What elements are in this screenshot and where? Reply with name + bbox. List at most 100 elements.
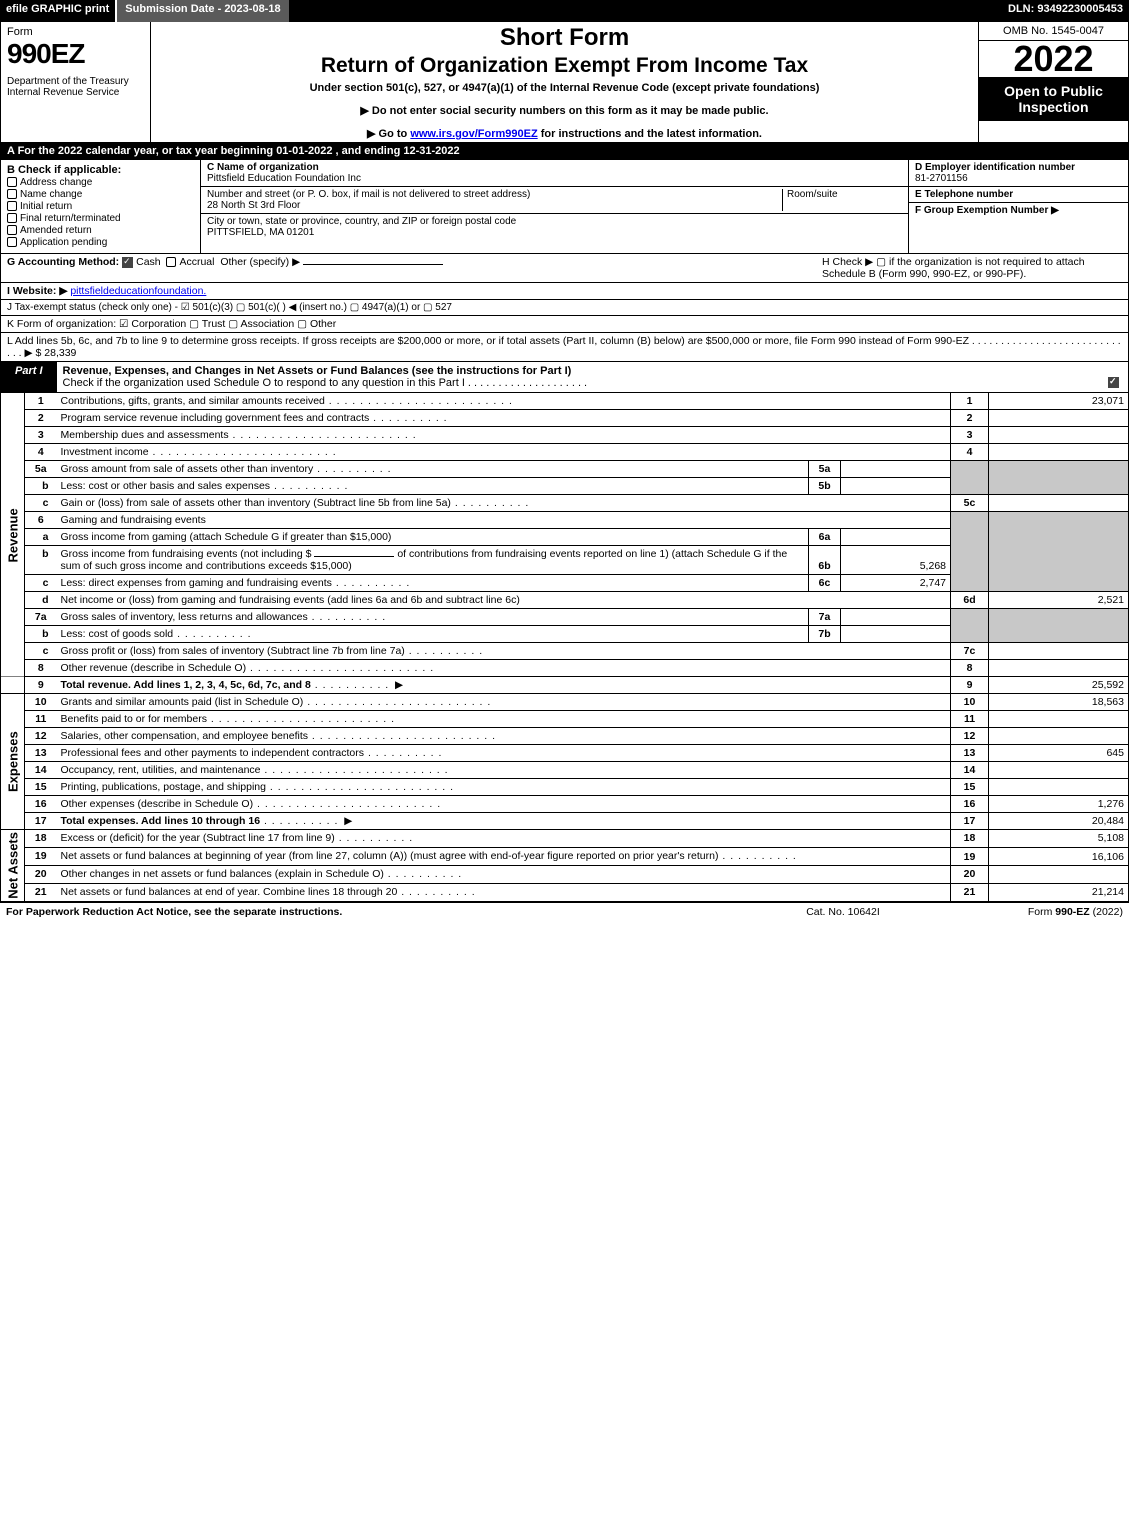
row-J: J Tax-exempt status (check only one) - ☑… — [0, 300, 1129, 316]
key-19: 19 — [951, 847, 989, 865]
line-9-desc: Total revenue. Add lines 1, 2, 3, 4, 5c,… — [57, 677, 951, 694]
line-6b-desc: Gross income from fundraising events (no… — [57, 546, 809, 575]
line-5c-desc: Gain or (loss) from sale of assets other… — [57, 495, 951, 512]
key-1: 1 — [951, 393, 989, 410]
ln-5b: b — [25, 478, 57, 495]
ln-19: 19 — [25, 847, 57, 865]
key-7c: 7c — [951, 643, 989, 660]
line-6c-desc: Less: direct expenses from gaming and fu… — [57, 575, 809, 592]
row-A: A For the 2022 calendar year, or tax yea… — [0, 143, 1129, 160]
form-number: 990EZ — [7, 38, 144, 70]
line-15-desc: Printing, publications, postage, and shi… — [57, 779, 951, 796]
chk-final-return[interactable]: Final return/terminated — [7, 213, 194, 224]
line-6a-desc: Gross income from gaming (attach Schedul… — [57, 529, 809, 546]
phone-label: E Telephone number — [915, 189, 1013, 200]
C-street-label: Number and street (or P. O. box, if mail… — [207, 189, 530, 200]
shade-6 — [951, 512, 989, 592]
tax-year: 2022 — [979, 41, 1128, 77]
L-value: 28,339 — [44, 347, 76, 359]
val-10: 18,563 — [989, 694, 1129, 711]
key-20: 20 — [951, 865, 989, 883]
shade-7v — [989, 609, 1129, 643]
website-link[interactable]: pittsfieldeducationfoundation. — [70, 285, 206, 297]
chk-initial-return[interactable]: Initial return — [7, 201, 194, 212]
chk-name-change[interactable]: Name change — [7, 189, 194, 200]
ln-5a: 5a — [25, 461, 57, 478]
key-8: 8 — [951, 660, 989, 677]
form-word: Form — [7, 26, 144, 38]
group-label: F Group Exemption Number ▶ — [915, 205, 1059, 216]
val-5c — [989, 495, 1129, 512]
C-city-row: City or town, state or province, country… — [201, 214, 908, 240]
irs-link[interactable]: www.irs.gov/Form990EZ — [410, 128, 537, 140]
key-2: 2 — [951, 410, 989, 427]
part-I-title: Revenue, Expenses, and Changes in Net As… — [57, 362, 1128, 392]
line-4-desc: Investment income — [57, 444, 951, 461]
checkbox-empty-icon — [7, 177, 17, 187]
part-I-header: Part I Revenue, Expenses, and Changes in… — [0, 362, 1129, 393]
footer-formnum: 990-EZ — [1055, 906, 1089, 918]
ln-7b: b — [25, 626, 57, 643]
ln-8: 8 — [25, 660, 57, 677]
line-17-desc: Total expenses. Add lines 10 through 16 … — [57, 813, 951, 830]
efile-label[interactable]: efile GRAPHIC print — [0, 0, 115, 22]
chk-address-change[interactable]: Address change — [7, 177, 194, 188]
header-right: OMB No. 1545-0047 2022 Open to Public In… — [978, 22, 1128, 142]
shade-7 — [951, 609, 989, 643]
val-16: 1,276 — [989, 796, 1129, 813]
key-18: 18 — [951, 830, 989, 848]
line-8-desc: Other revenue (describe in Schedule O) — [57, 660, 951, 677]
ln-6b: b — [25, 546, 57, 575]
row-I: I Website: ▶ pittsfieldeducationfoundati… — [0, 283, 1129, 300]
mval-6a — [841, 529, 951, 546]
shade-5 — [951, 461, 989, 495]
G-other-blank[interactable] — [303, 264, 443, 265]
row-L: L Add lines 5b, 6c, and 7b to line 9 to … — [0, 333, 1129, 362]
val-14 — [989, 762, 1129, 779]
rows-GHIJKL: G Accounting Method: Cash Accrual Other … — [0, 254, 1129, 362]
ln-2: 2 — [25, 410, 57, 427]
subtitle: Under section 501(c), 527, or 4947(a)(1)… — [161, 82, 968, 94]
footer-right: Form 990-EZ (2022) — [943, 906, 1123, 918]
val-13: 645 — [989, 745, 1129, 762]
ln-11: 11 — [25, 711, 57, 728]
ln-1: 1 — [25, 393, 57, 410]
line-20-desc: Other changes in net assets or fund bala… — [57, 865, 951, 883]
schedule-o-check-icon — [1108, 377, 1119, 388]
section-BCD: B Check if applicable: Address change Na… — [0, 160, 1129, 254]
ln-21: 21 — [25, 883, 57, 901]
line-2-desc: Program service revenue including govern… — [57, 410, 951, 427]
key-13: 13 — [951, 745, 989, 762]
department-label: Department of the Treasury Internal Reve… — [7, 76, 144, 98]
ln-6d: d — [25, 592, 57, 609]
line-1-desc: Contributions, gifts, grants, and simila… — [57, 393, 951, 410]
footer-left: For Paperwork Reduction Act Notice, see … — [6, 906, 743, 918]
C-name-label: C Name of organization — [207, 162, 319, 173]
ein-value: 81-2701156 — [915, 173, 968, 184]
val-12 — [989, 728, 1129, 745]
mkey-6c: 6c — [809, 575, 841, 592]
page-footer: For Paperwork Reduction Act Notice, see … — [0, 902, 1129, 921]
val-19: 16,106 — [989, 847, 1129, 865]
chk-amended-return[interactable]: Amended return — [7, 225, 194, 236]
line-3-desc: Membership dues and assessments — [57, 427, 951, 444]
ln-18: 18 — [25, 830, 57, 848]
ln-6a: a — [25, 529, 57, 546]
key-10: 10 — [951, 694, 989, 711]
line-6-desc: Gaming and fundraising events — [57, 512, 951, 529]
key-16: 16 — [951, 796, 989, 813]
shade-6v — [989, 512, 1129, 592]
B-label: B Check if applicable: — [7, 164, 194, 176]
mkey-7a: 7a — [809, 609, 841, 626]
chk-application-pending[interactable]: Application pending — [7, 237, 194, 248]
org-street: 28 North St 3rd Floor — [207, 200, 300, 211]
line-16-desc: Other expenses (describe in Schedule O) — [57, 796, 951, 813]
top-bar: efile GRAPHIC print Submission Date - 20… — [0, 0, 1129, 22]
line-19-desc: Net assets or fund balances at beginning… — [57, 847, 951, 865]
mval-7b — [841, 626, 951, 643]
val-18: 5,108 — [989, 830, 1129, 848]
6b-amount-blank[interactable] — [314, 556, 394, 557]
C-name-row: C Name of organization Pittsfield Educat… — [201, 160, 908, 187]
G-cash: Cash — [136, 256, 161, 268]
ln-13: 13 — [25, 745, 57, 762]
